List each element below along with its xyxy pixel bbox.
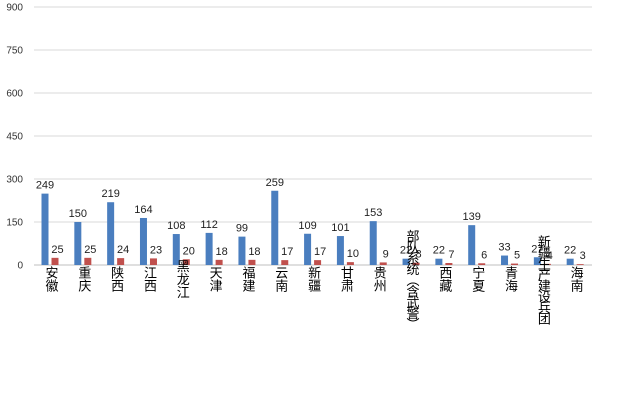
bars (41, 190, 584, 265)
bar-series-1 (271, 190, 279, 265)
data-label-series-1: 139 (463, 211, 481, 223)
y-tick-label: 300 (6, 175, 23, 186)
bar-series-2 (379, 262, 387, 265)
category-label: 云南 (272, 266, 288, 292)
category-label: 贵州 (371, 266, 387, 292)
y-tick-label: 450 (6, 132, 23, 143)
y-tick-label: 900 (6, 3, 23, 14)
category-label: 甘肃 (338, 266, 354, 292)
data-label-series-1: 153 (364, 207, 382, 219)
data-label-series-1: 112 (200, 219, 218, 231)
bar-series-1 (533, 257, 541, 265)
data-label-series-2: 6 (481, 249, 487, 261)
bar-series-1 (369, 221, 377, 265)
y-tick-label: 750 (6, 46, 23, 57)
bar-series-2 (314, 260, 322, 265)
gridlines (34, 6, 592, 266)
data-label-series-2: 18 (215, 246, 227, 258)
data-label-series-2: 8 (415, 249, 421, 261)
bar-series-2 (117, 258, 125, 265)
data-label-series-1: 101 (331, 222, 349, 234)
bar-series-2 (149, 258, 157, 265)
data-label-series-2: 10 (347, 248, 359, 260)
data-label-series-2: 23 (150, 244, 162, 256)
data-label-series-1: 27 (531, 243, 543, 255)
bar-series-1 (468, 225, 476, 265)
data-label-series-2: 25 (51, 244, 63, 256)
bar-series-1 (41, 193, 49, 265)
category-label: 天津 (207, 266, 223, 292)
data-label-series-2: 3 (580, 250, 586, 262)
y-tick-label: 0 (17, 261, 23, 272)
data-label-series-2: 7 (448, 249, 454, 261)
bar-series-2 (445, 262, 453, 265)
data-label-series-2: 20 (183, 245, 195, 257)
bar-series-2 (412, 262, 420, 265)
category-label: 宁夏 (469, 265, 485, 292)
bar-series-2 (576, 264, 584, 265)
bar-series-2 (281, 260, 289, 265)
category-label: 安徽 (43, 266, 59, 292)
data-label-series-1: 249 (36, 180, 54, 192)
data-label-series-1: 22 (433, 245, 445, 257)
y-tick-label: 150 (6, 218, 23, 229)
bar-series-1 (205, 232, 213, 265)
x-axis-categories: 安徽 重庆 陕西 江西 黑龙江 天津 福建 云南 新疆 甘肃 贵州 部队系统（含武警） 西藏 宁夏 青海 新疆… (43, 230, 584, 329)
data-label-series-1: 219 (101, 188, 119, 200)
data-label-series-2: 18 (248, 246, 260, 258)
bar-series-2 (215, 259, 223, 265)
bar-series-2 (182, 259, 190, 265)
bar-series-2 (346, 262, 354, 265)
data-label-series-1: 164 (134, 204, 152, 216)
category-label: 福建 (239, 266, 255, 293)
bar-series-2 (478, 263, 486, 265)
bar-series-2 (84, 257, 92, 265)
bar-series-2 (51, 257, 59, 265)
category-label: 西藏 (436, 266, 452, 292)
data-label-series-2: 5 (514, 250, 520, 262)
data-label-series-2: 9 (383, 248, 389, 260)
y-axis-ticks: 0 150 300 450 600 750 900 (6, 3, 23, 272)
data-label-series-2: 17 (314, 246, 326, 258)
category-label: 新疆 (305, 265, 321, 292)
data-label-series-2: 24 (117, 244, 129, 256)
data-label-series-1: 22 (400, 245, 412, 257)
category-label: 江西 (141, 266, 157, 292)
bar-series-1 (107, 202, 115, 265)
data-label-series-1: 150 (69, 208, 87, 220)
bar-series-1 (139, 217, 147, 265)
bar-series-1 (566, 258, 574, 265)
data-label-series-1: 22 (564, 245, 576, 257)
bar-series-2 (511, 263, 519, 265)
data-label-series-2: 25 (84, 244, 96, 256)
data-label-series-1: 99 (236, 223, 248, 235)
category-label: 陕西 (108, 266, 124, 292)
data-label-series-1: 108 (167, 220, 185, 232)
data-label-series-1: 33 (498, 242, 510, 254)
category-label: 新疆生产建设兵团 (535, 234, 551, 325)
data-label-series-2: 4 (547, 250, 553, 262)
bar-series-1 (74, 222, 82, 265)
category-label: 黑龙江 (174, 260, 190, 299)
category-label: 青海 (502, 266, 518, 292)
bar-series-2 (248, 259, 256, 265)
data-label-series-2: 17 (281, 246, 293, 258)
category-label: 海南 (568, 266, 584, 292)
data-label-series-1: 109 (298, 220, 316, 232)
bar-series-1 (336, 236, 344, 265)
y-tick-label: 600 (6, 89, 23, 100)
bar-series-1 (435, 258, 443, 265)
category-label: 重庆 (75, 265, 91, 292)
bar-series-1 (304, 233, 312, 265)
data-label-series-1: 259 (266, 177, 284, 189)
bar-series-2 (543, 263, 551, 265)
bar-series-1 (238, 236, 246, 265)
bar-series-1 (172, 234, 180, 265)
bar-series-1 (501, 255, 509, 265)
data-labels: 2492515025219241642310820112189918259171… (36, 177, 586, 262)
category-label: 部队系统（含武警） (404, 230, 420, 329)
bar-series-1 (402, 258, 410, 265)
